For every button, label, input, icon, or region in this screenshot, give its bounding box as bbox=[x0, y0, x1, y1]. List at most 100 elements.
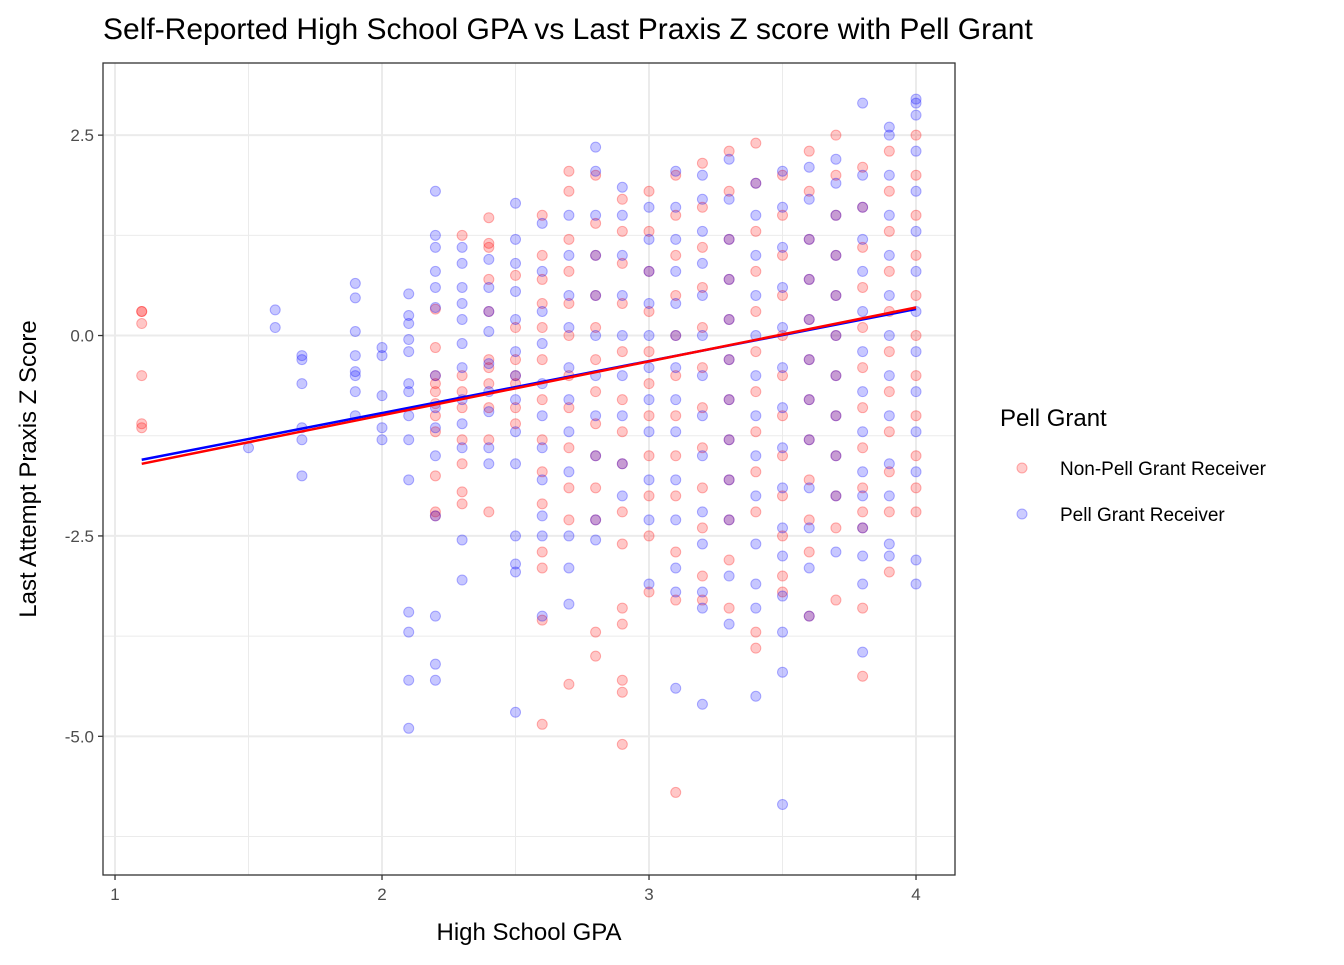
data-point-non-pell-grant-receiverpoint bbox=[696, 522, 708, 534]
data-point-pell-grant-receiverpoint bbox=[830, 153, 842, 165]
data-point-non-pell-grant-receiverpoint bbox=[883, 145, 895, 157]
data-point-non-pell-grant-receiverpoint bbox=[883, 566, 895, 578]
data-point-non-pell-grant-receiverpoint bbox=[429, 378, 441, 390]
data-point-non-pell-grant-receiverpoint bbox=[510, 402, 522, 414]
data-point-pell-grant-receiverpoint bbox=[723, 394, 735, 406]
data-point-pell-grant-receiverpoint bbox=[696, 289, 708, 301]
data-point-non-pell-grant-receiverpoint bbox=[563, 233, 575, 245]
data-point-pell-grant-receiverpoint bbox=[696, 602, 708, 614]
data-point-non-pell-grant-receiverpoint bbox=[883, 346, 895, 358]
data-point-non-pell-grant-receiverpoint bbox=[590, 354, 602, 366]
chart-title: Self-Reported High School GPA vs Last Pr… bbox=[103, 13, 1033, 46]
data-point-pell-grant-receiverpoint bbox=[643, 394, 655, 406]
data-point-pell-grant-receiverpoint bbox=[536, 265, 548, 277]
data-point-pell-grant-receiverpoint bbox=[349, 386, 361, 398]
data-point-pell-grant-receiverpoint bbox=[670, 682, 682, 694]
data-point-pell-grant-receiverpoint bbox=[857, 522, 869, 534]
data-point-non-pell-grant-receiverpoint bbox=[670, 410, 682, 422]
data-point-non-pell-grant-receiverpoint bbox=[510, 322, 522, 334]
data-point-non-pell-grant-receiverpoint bbox=[643, 185, 655, 197]
data-point-non-pell-grant-receiverpoint bbox=[750, 426, 762, 438]
data-point-pell-grant-receiverpoint bbox=[590, 514, 602, 526]
data-point-pell-grant-receiverpoint bbox=[803, 522, 815, 534]
data-point-pell-grant-receiverpoint bbox=[403, 626, 415, 638]
data-point-pell-grant-receiverpoint bbox=[403, 318, 415, 330]
data-point-pell-grant-receiverpoint bbox=[429, 301, 441, 313]
data-point-non-pell-grant-receiverpoint bbox=[643, 225, 655, 237]
data-point-non-pell-grant-receiverpoint bbox=[830, 129, 842, 141]
x-axis-label: High School GPA bbox=[437, 919, 622, 946]
data-point-pell-grant-receiverpoint bbox=[670, 474, 682, 486]
data-point-pell-grant-receiverpoint bbox=[883, 249, 895, 261]
data-point-pell-grant-receiverpoint bbox=[750, 410, 762, 422]
data-point-pell-grant-receiverpoint bbox=[456, 442, 468, 454]
data-point-non-pell-grant-receiverpoint bbox=[910, 169, 922, 181]
legend-key-pell bbox=[1016, 508, 1028, 520]
data-point-non-pell-grant-receiverpoint bbox=[483, 305, 495, 317]
data-point-non-pell-grant-receiverpoint bbox=[483, 354, 495, 366]
data-point-pell-grant-receiverpoint bbox=[456, 574, 468, 586]
data-point-non-pell-grant-receiverpoint bbox=[830, 490, 842, 502]
data-point-pell-grant-receiverpoint bbox=[723, 153, 735, 165]
data-point-non-pell-grant-receiverpoint bbox=[803, 546, 815, 558]
data-point-non-pell-grant-receiverpoint bbox=[910, 370, 922, 382]
data-point-non-pell-grant-receiverpoint bbox=[616, 346, 628, 358]
data-point-pell-grant-receiverpoint bbox=[616, 370, 628, 382]
data-point-non-pell-grant-receiverpoint bbox=[910, 209, 922, 221]
data-point-pell-grant-receiverpoint bbox=[883, 370, 895, 382]
data-point-non-pell-grant-receiverpoint bbox=[857, 506, 869, 518]
data-point-pell-grant-receiverpoint bbox=[750, 209, 762, 221]
data-point-non-pell-grant-receiverpoint bbox=[563, 514, 575, 526]
data-point-pell-grant-receiverpoint bbox=[536, 474, 548, 486]
data-point-pell-grant-receiverpoint bbox=[510, 346, 522, 358]
data-point-non-pell-grant-receiverpoint bbox=[777, 410, 789, 422]
data-point-non-pell-grant-receiverpoint bbox=[750, 177, 762, 189]
trend-lines bbox=[141, 306, 917, 466]
data-point-pell-grant-receiverpoint bbox=[857, 578, 869, 590]
data-point-non-pell-grant-receiverpoint bbox=[483, 237, 495, 249]
data-point-non-pell-grant-receiverpoint bbox=[536, 614, 548, 626]
data-point-non-pell-grant-receiverpoint bbox=[670, 594, 682, 606]
data-point-non-pell-grant-receiverpoint bbox=[670, 209, 682, 221]
data-point-non-pell-grant-receiverpoint bbox=[830, 370, 842, 382]
data-point-pell-grant-receiverpoint bbox=[696, 169, 708, 181]
data-point-non-pell-grant-receiverpoint bbox=[643, 378, 655, 390]
data-point-non-pell-grant-receiverpoint bbox=[910, 289, 922, 301]
data-point-pell-grant-receiverpoint bbox=[857, 646, 869, 658]
data-point-pell-grant-receiverpoint bbox=[696, 257, 708, 269]
data-point-pell-grant-receiverpoint bbox=[349, 292, 361, 304]
data-point-pell-grant-receiverpoint bbox=[536, 217, 548, 229]
data-point-non-pell-grant-receiverpoint bbox=[670, 450, 682, 462]
data-point-pell-grant-receiverpoint bbox=[456, 297, 468, 309]
data-point-non-pell-grant-receiverpoint bbox=[723, 233, 735, 245]
data-point-pell-grant-receiverpoint bbox=[803, 610, 815, 622]
data-point-non-pell-grant-receiverpoint bbox=[590, 217, 602, 229]
data-point-pell-grant-receiverpoint bbox=[723, 314, 735, 326]
data-point-pell-grant-receiverpoint bbox=[563, 394, 575, 406]
data-point-pell-grant-receiverpoint bbox=[883, 209, 895, 221]
data-point-pell-grant-receiverpoint bbox=[910, 93, 922, 105]
data-point-pell-grant-receiverpoint bbox=[910, 426, 922, 438]
data-point-pell-grant-receiverpoint bbox=[723, 193, 735, 205]
data-point-non-pell-grant-receiverpoint bbox=[857, 442, 869, 454]
data-point-pell-grant-receiverpoint bbox=[883, 169, 895, 181]
data-point-non-pell-grant-receiverpoint bbox=[857, 281, 869, 293]
data-point-pell-grant-receiverpoint bbox=[830, 546, 842, 558]
data-point-pell-grant-receiverpoint bbox=[670, 562, 682, 574]
data-point-pell-grant-receiverpoint bbox=[510, 426, 522, 438]
data-point-pell-grant-receiverpoint bbox=[777, 442, 789, 454]
data-point-non-pell-grant-receiverpoint bbox=[510, 354, 522, 366]
data-point-non-pell-grant-receiverpoint bbox=[483, 212, 495, 224]
data-point-pell-grant-receiverpoint bbox=[830, 177, 842, 189]
data-point-pell-grant-receiverpoint bbox=[376, 342, 388, 354]
data-point-pell-grant-receiverpoint bbox=[643, 578, 655, 590]
data-point-pell-grant-receiverpoint bbox=[616, 458, 628, 470]
data-point-pell-grant-receiverpoint bbox=[750, 249, 762, 261]
data-point-non-pell-grant-receiverpoint bbox=[536, 394, 548, 406]
data-point-pell-grant-receiverpoint bbox=[777, 482, 789, 494]
data-point-pell-grant-receiverpoint bbox=[456, 257, 468, 269]
data-point-pell-grant-receiverpoint bbox=[883, 410, 895, 422]
data-point-non-pell-grant-receiverpoint bbox=[429, 410, 441, 422]
data-point-pell-grant-receiverpoint bbox=[616, 249, 628, 261]
